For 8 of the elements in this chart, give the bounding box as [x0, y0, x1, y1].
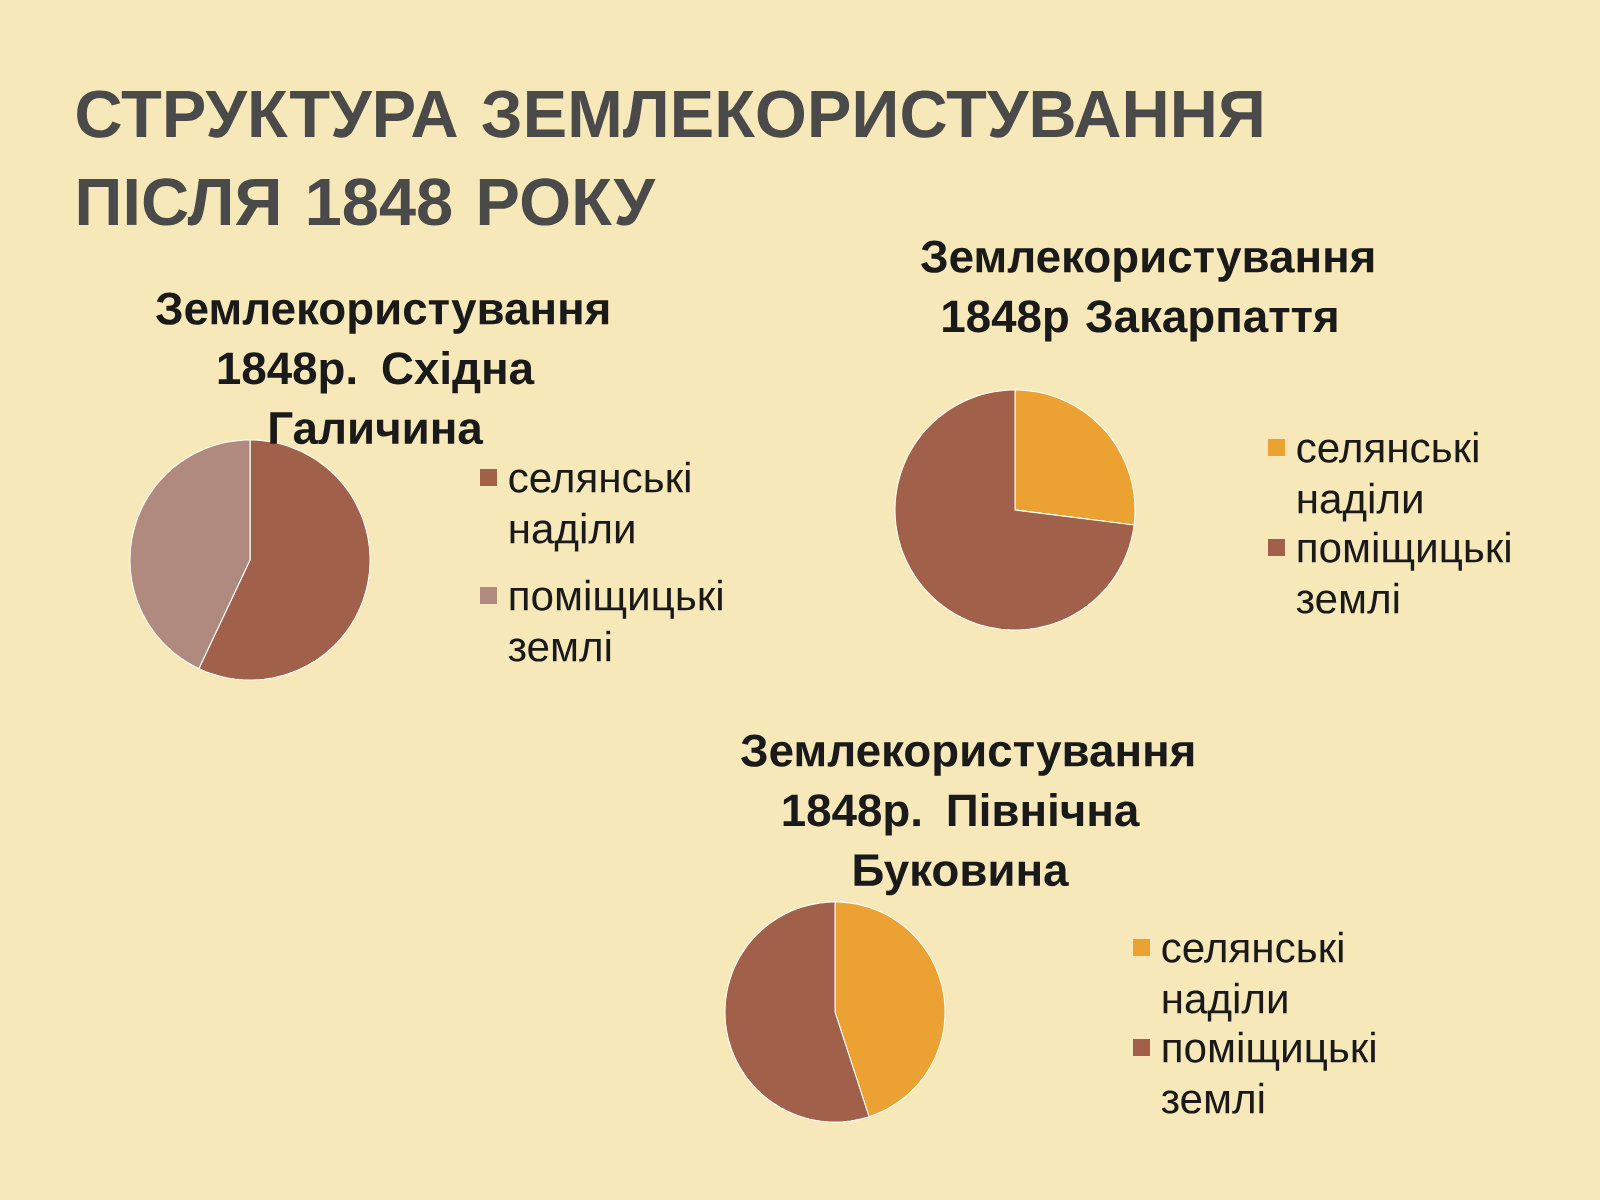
- legend-label: поміщицькі землі: [1161, 1031, 1375, 1114]
- legend-label: поміщицькі землі: [508, 579, 722, 662]
- text: СТРУКТУРА ЗЕМЛЕКОРИСТУВАННЯ ПІСЛЯ 1848 РОКУ: [77, 90, 1262, 226]
- legend-label: селянські наділи: [509, 461, 690, 552]
- chart-title: Землекористування 1848р Закарпаття: [921, 240, 1374, 342]
- chart-title: Землекористування 1848р. Східна Галичина: [156, 292, 609, 445]
- chart-title: Землекористування 1848р. Північна Буковина: [741, 734, 1194, 896]
- legend-label: поміщицькі землі: [1296, 531, 1510, 614]
